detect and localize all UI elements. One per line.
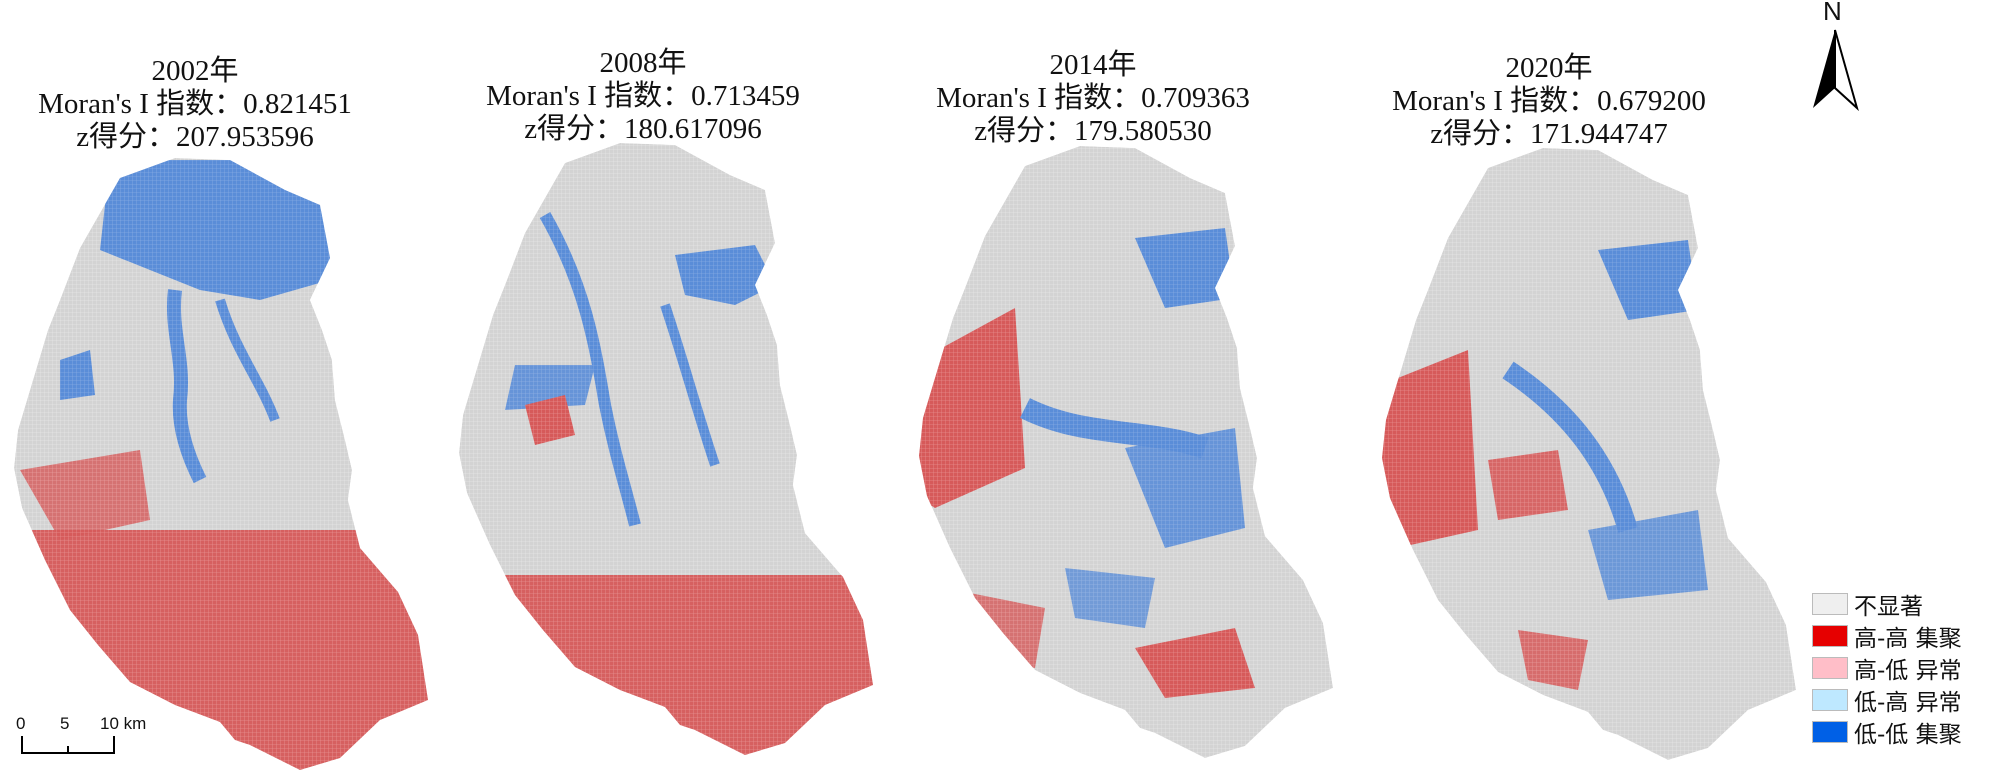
legend-swatch [1812,593,1848,615]
panel-title-2020: 2020年 Moran's I 指数：0.679200 z得分：171.9447… [1339,52,1759,151]
panel-title-2014: 2014年 Moran's I 指数：0.709363 z得分：179.5805… [883,49,1303,148]
legend-label: 高-高 集聚 [1854,626,1962,652]
legend-swatch [1812,689,1848,711]
panel-moran-index: Moran's I 指数：0.713459 [486,80,800,112]
legend-label: 低-高 异常 [1854,690,1962,716]
panel-year: 2020年 [1505,52,1593,84]
legend-item-low-low: 低-低 集聚 [1812,716,1962,748]
legend-swatch [1812,721,1848,743]
panel-moran-index: Moran's I 指数：0.679200 [1392,85,1706,117]
panel-z-score: z得分：171.944747 [1430,118,1668,150]
scale-tick-0: 0 [16,714,26,733]
legend-label: 低-低 集聚 [1854,722,1962,748]
legend-label: 高-低 异常 [1854,658,1962,684]
legend-item-not-significant: 不显著 [1812,588,1962,620]
north-label: N [1823,0,1842,26]
legend-item-high-high: 高-高 集聚 [1812,620,1962,652]
scale-bar [21,736,115,754]
legend-swatch [1812,657,1848,679]
panel-title-2008: 2008年 Moran's I 指数：0.713459 z得分：180.6170… [433,47,853,146]
panel-year: 2014年 [1049,49,1137,81]
map-panel-2020 [1382,148,1796,760]
legend: 不显著 高-高 集聚 高-低 异常 低-高 异常 低-低 集聚 [1812,588,1962,748]
panel-moran-index: Moran's I 指数：0.821451 [38,88,352,120]
map-panel-2008 [459,143,873,755]
map-panel-2002 [14,158,428,770]
panel-year: 2002年 [151,55,239,87]
legend-item-high-low: 高-低 异常 [1812,652,1962,684]
scale-tick-5: 5 [60,714,70,733]
panel-moran-index: Moran's I 指数：0.709363 [936,82,1250,114]
scale-tick-10km: 10 km [100,714,147,733]
legend-label: 不显著 [1854,594,1923,620]
panel-year: 2008年 [599,47,687,79]
panel-z-score: z得分：207.953596 [76,121,314,153]
legend-item-low-high: 低-高 异常 [1812,684,1962,716]
north-arrow-icon [1813,29,1859,112]
legend-swatch [1812,625,1848,647]
panel-z-score: z得分：179.580530 [974,115,1212,147]
panel-z-score: z得分：180.617096 [524,113,762,145]
map-panel-2014 [919,146,1333,758]
panel-title-2002: 2002年 Moran's I 指数：0.821451 z得分：207.9535… [0,55,405,154]
